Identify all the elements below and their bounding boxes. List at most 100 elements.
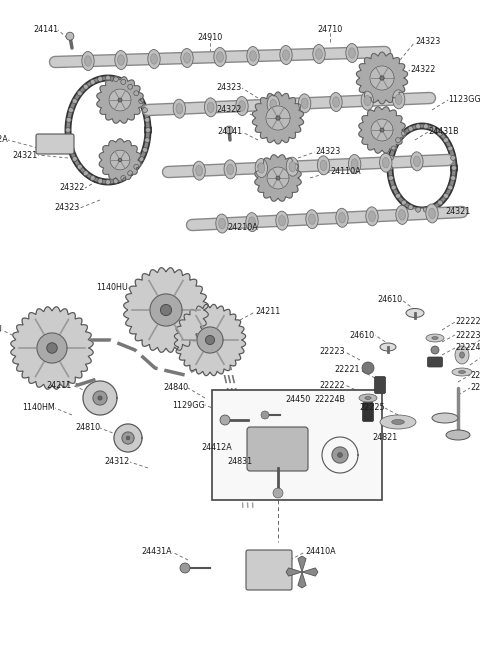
Ellipse shape: [336, 208, 348, 227]
Circle shape: [65, 127, 71, 132]
Circle shape: [388, 175, 394, 181]
Ellipse shape: [247, 47, 259, 65]
Circle shape: [145, 117, 150, 123]
Ellipse shape: [239, 101, 245, 111]
Circle shape: [145, 138, 150, 142]
Ellipse shape: [276, 211, 288, 230]
Polygon shape: [174, 304, 246, 376]
Text: 1129GG: 1129GG: [172, 401, 205, 409]
Ellipse shape: [216, 214, 228, 233]
Text: 24322: 24322: [216, 105, 242, 115]
Circle shape: [128, 171, 133, 176]
Text: 24431A: 24431A: [142, 548, 172, 556]
Text: 1140HU: 1140HU: [0, 326, 2, 335]
Circle shape: [391, 185, 396, 190]
Ellipse shape: [289, 161, 296, 172]
Text: 24141: 24141: [217, 127, 242, 136]
Circle shape: [408, 205, 413, 210]
Circle shape: [160, 304, 172, 316]
Ellipse shape: [432, 413, 458, 423]
Ellipse shape: [364, 96, 371, 106]
Ellipse shape: [246, 213, 258, 231]
Text: 22222: 22222: [319, 380, 345, 389]
Ellipse shape: [393, 90, 405, 109]
Text: 1140HM: 1140HM: [22, 403, 55, 413]
Ellipse shape: [249, 217, 255, 227]
Ellipse shape: [173, 99, 185, 118]
Ellipse shape: [118, 55, 124, 65]
Ellipse shape: [455, 346, 469, 364]
Circle shape: [431, 346, 439, 354]
Ellipse shape: [301, 98, 308, 109]
Text: 24821: 24821: [372, 434, 397, 442]
Circle shape: [448, 146, 453, 151]
Ellipse shape: [380, 343, 396, 351]
Circle shape: [121, 80, 126, 84]
Text: 1140HU: 1140HU: [96, 283, 128, 293]
Circle shape: [98, 179, 103, 183]
Ellipse shape: [218, 218, 226, 229]
Polygon shape: [359, 107, 405, 153]
Text: 22223: 22223: [320, 347, 345, 357]
Text: 1123GG: 1123GG: [448, 96, 480, 105]
Ellipse shape: [227, 164, 234, 175]
Text: 24141: 24141: [33, 26, 58, 34]
Text: 24321: 24321: [13, 150, 38, 159]
Ellipse shape: [452, 368, 472, 376]
Text: 24450: 24450: [285, 395, 310, 405]
Ellipse shape: [267, 95, 279, 114]
Ellipse shape: [84, 56, 91, 66]
Text: 24410A: 24410A: [305, 548, 336, 556]
Polygon shape: [322, 437, 358, 473]
Ellipse shape: [299, 94, 311, 113]
Text: 24610: 24610: [377, 295, 402, 304]
Circle shape: [408, 127, 413, 131]
Ellipse shape: [395, 94, 402, 105]
Polygon shape: [150, 294, 182, 326]
Ellipse shape: [330, 92, 342, 111]
Text: 22222: 22222: [455, 318, 480, 326]
Ellipse shape: [348, 154, 361, 173]
Ellipse shape: [426, 334, 444, 342]
Ellipse shape: [148, 49, 160, 69]
Ellipse shape: [446, 430, 470, 440]
Circle shape: [452, 165, 456, 171]
Ellipse shape: [398, 210, 406, 220]
Ellipse shape: [317, 156, 330, 175]
Circle shape: [438, 200, 443, 205]
Polygon shape: [99, 139, 141, 181]
Polygon shape: [357, 52, 408, 104]
Ellipse shape: [380, 153, 392, 172]
Circle shape: [83, 84, 88, 89]
Ellipse shape: [380, 415, 416, 429]
Text: 24110A: 24110A: [330, 167, 360, 177]
Ellipse shape: [396, 206, 408, 224]
Circle shape: [139, 99, 144, 103]
Text: 24323: 24323: [217, 84, 242, 92]
Ellipse shape: [214, 47, 226, 67]
Circle shape: [145, 127, 151, 132]
Text: 24810: 24810: [75, 424, 100, 432]
Text: 22223: 22223: [455, 331, 480, 339]
FancyBboxPatch shape: [36, 134, 74, 154]
Polygon shape: [122, 432, 134, 444]
Polygon shape: [298, 572, 306, 588]
Text: 24321: 24321: [445, 208, 470, 217]
Ellipse shape: [432, 337, 438, 339]
Circle shape: [205, 335, 215, 345]
Ellipse shape: [406, 308, 424, 318]
Ellipse shape: [82, 51, 94, 71]
Ellipse shape: [316, 49, 323, 59]
Text: 24610: 24610: [350, 331, 375, 339]
Ellipse shape: [411, 152, 423, 171]
Ellipse shape: [413, 156, 420, 167]
Polygon shape: [255, 155, 301, 201]
Circle shape: [126, 436, 130, 440]
Text: 24323: 24323: [55, 204, 80, 212]
Circle shape: [396, 138, 400, 142]
Circle shape: [276, 176, 280, 180]
Polygon shape: [93, 391, 107, 405]
Ellipse shape: [320, 160, 327, 171]
Circle shape: [451, 156, 456, 160]
Text: 22221: 22221: [335, 366, 360, 374]
